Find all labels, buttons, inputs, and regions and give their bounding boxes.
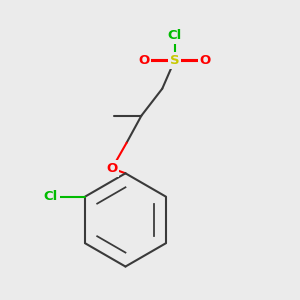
Text: O: O (106, 162, 118, 175)
Text: O: O (200, 54, 211, 67)
Text: O: O (138, 54, 149, 67)
Text: S: S (170, 54, 179, 67)
Text: Cl: Cl (44, 190, 58, 203)
Text: Cl: Cl (167, 29, 182, 42)
